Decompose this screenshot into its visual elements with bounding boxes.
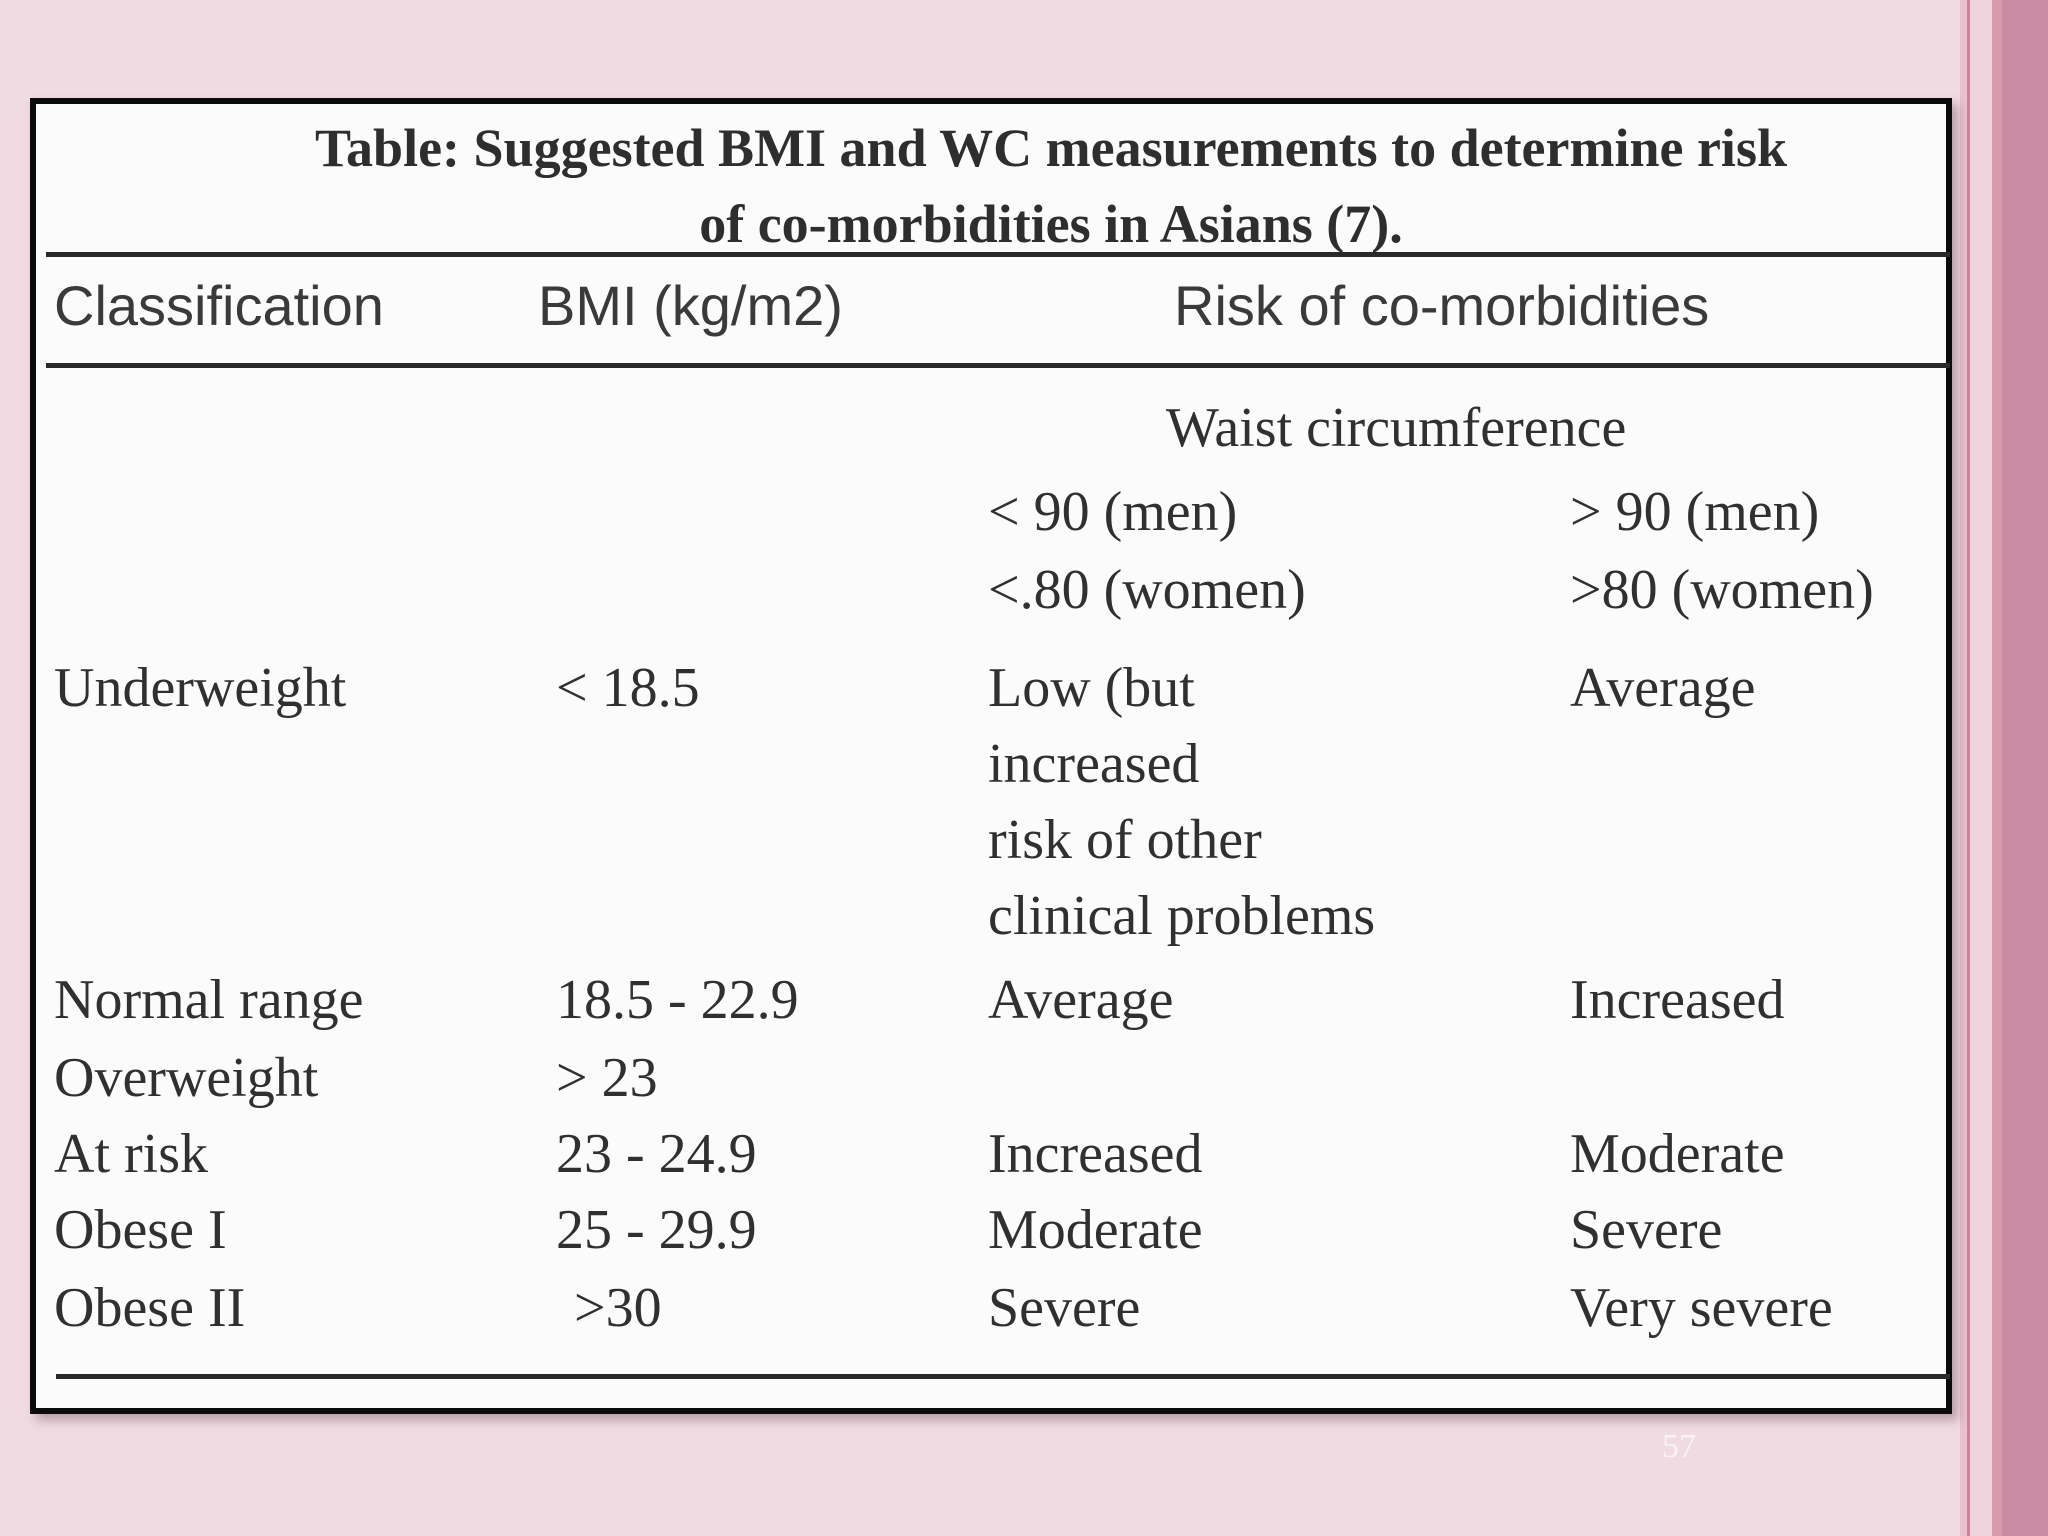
row-risk-low: Average	[988, 969, 1174, 1031]
slide-edge-stripe	[1992, 0, 2002, 1536]
row-classification: Underweight	[54, 657, 347, 719]
row-classification: Obese I	[54, 1199, 227, 1261]
slide-page-number: 57	[1662, 1428, 1696, 1465]
table-rule-header	[46, 363, 1950, 368]
row-risk-low: Low (but increased risk of other clinica…	[988, 657, 1376, 947]
row-bmi: >30	[574, 1277, 662, 1339]
row-risk-low: Increased	[988, 1123, 1203, 1185]
table-rule-top	[46, 252, 1950, 257]
row-risk-high: Moderate	[1570, 1123, 1785, 1185]
row-bmi: > 23	[556, 1047, 658, 1109]
header-classification: Classification	[54, 274, 384, 337]
row-risk-high: Average	[1570, 657, 1756, 719]
row-risk-high: Severe	[1570, 1199, 1723, 1261]
table-image-frame: Table: Suggested BMI and WC measurements…	[30, 98, 1952, 1414]
row-bmi: 23 - 24.9	[556, 1123, 757, 1185]
table-title-line-1: Table: Suggested BMI and WC measurements…	[314, 118, 1787, 178]
wc-high-men: > 90 (men)	[1570, 481, 1820, 543]
waist-circumference-label: Waist circumference	[1166, 397, 1627, 459]
row-bmi: < 18.5	[556, 657, 700, 719]
wc-low-women: <.80 (women)	[988, 559, 1306, 621]
table-title: Table: Suggested BMI and WC measurements…	[36, 110, 1946, 262]
row-risk-high: Very severe	[1570, 1277, 1833, 1339]
table-title-line-2: of co-morbidities in Asians (7).	[699, 194, 1403, 254]
slide-edge-stripe	[2002, 0, 2048, 1536]
row-classification: Overweight	[54, 1047, 319, 1109]
row-risk-low: Severe	[988, 1277, 1141, 1339]
slide-edge-stripe	[1967, 0, 1970, 1536]
row-bmi: 25 - 29.9	[556, 1199, 757, 1261]
slide-edge-stripe	[1970, 0, 1992, 1536]
row-classification: At risk	[54, 1123, 208, 1185]
row-bmi: 18.5 - 22.9	[556, 969, 799, 1031]
row-classification: Normal range	[54, 969, 364, 1031]
header-risk: Risk of co-morbidities	[1174, 274, 1710, 337]
wc-low-men: < 90 (men)	[988, 481, 1238, 543]
row-risk-high: Increased	[1570, 969, 1785, 1031]
slide-edge-stripe	[1960, 0, 1967, 1536]
row-risk-low: Moderate	[988, 1199, 1203, 1261]
row-classification: Obese II	[54, 1277, 246, 1339]
wc-high-women: >80 (women)	[1570, 559, 1874, 621]
header-bmi: BMI (kg/m2)	[538, 274, 843, 337]
table-rule-bottom	[56, 1374, 1950, 1379]
